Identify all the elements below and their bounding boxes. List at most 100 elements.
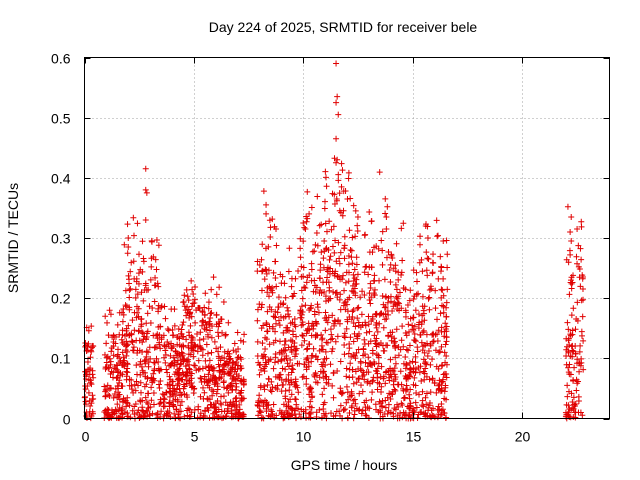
data-point: [140, 330, 147, 337]
data-point: [308, 389, 315, 396]
data-point: [220, 393, 227, 400]
data-point: [102, 388, 109, 395]
data-point: [262, 345, 269, 352]
data-point: [139, 348, 146, 355]
data-point: [140, 255, 147, 262]
data-point: [362, 264, 369, 271]
data-point: [322, 348, 329, 355]
data-point: [121, 357, 128, 364]
data-point: [148, 397, 155, 404]
data-point: [402, 365, 409, 372]
data-point: [395, 299, 402, 306]
data-point: [124, 360, 131, 367]
data-point: [203, 326, 210, 333]
data-point: [161, 354, 168, 361]
data-point: [343, 373, 350, 380]
data-point: [382, 293, 389, 300]
data-point: [349, 234, 356, 241]
data-point: [268, 411, 275, 418]
data-point: [256, 402, 263, 409]
data-point: [322, 361, 329, 368]
data-point: [273, 225, 280, 232]
data-point: [334, 156, 341, 163]
data-point: [347, 334, 354, 341]
data-point: [317, 261, 324, 268]
data-point: [407, 400, 414, 407]
data-point: [577, 342, 584, 349]
data-point: [175, 366, 182, 373]
data-point: [196, 336, 203, 343]
data-point: [151, 366, 158, 373]
data-point: [123, 373, 130, 380]
data-point: [284, 304, 291, 311]
data-point: [426, 294, 433, 301]
data-point: [375, 354, 382, 361]
data-point: [288, 391, 295, 398]
data-point: [284, 360, 291, 367]
data-point: [318, 331, 325, 338]
data-point: [183, 312, 190, 319]
data-point: [418, 256, 425, 263]
data-point: [347, 195, 354, 202]
data-point: [382, 397, 389, 404]
data-point: [299, 295, 306, 302]
data-point: [143, 399, 150, 406]
data-point: [329, 382, 336, 389]
data-point: [225, 389, 232, 396]
data-point: [165, 341, 172, 348]
data-point: [110, 352, 117, 359]
data-point: [87, 365, 94, 372]
data-point: [88, 348, 95, 355]
data-point: [102, 313, 109, 320]
data-point: [139, 329, 146, 336]
data-point: [126, 286, 133, 293]
data-point: [576, 368, 583, 375]
y-axis-title: SRMTID / TECUs: [5, 183, 21, 293]
y-tick-labels: 0 0.1 0.2 0.3 0.4 0.5 0.6: [51, 51, 71, 428]
data-point: [153, 332, 160, 339]
data-point: [193, 307, 200, 314]
data-point: [291, 315, 298, 322]
data-point: [442, 341, 449, 348]
data-point: [576, 348, 583, 355]
data-point: [360, 346, 367, 353]
data-point: [314, 304, 321, 311]
data-point: [278, 350, 285, 357]
data-point: [420, 310, 427, 317]
data-point: [211, 375, 218, 382]
data-point: [125, 235, 132, 241]
data-point: [380, 373, 387, 380]
data-point: [158, 303, 165, 310]
data-point: [577, 283, 584, 290]
data-point: [419, 397, 426, 404]
data-point: [193, 367, 200, 374]
data-point: [208, 286, 215, 293]
data-point: [126, 304, 133, 311]
data-point: [258, 304, 265, 311]
data-point: [330, 223, 337, 230]
data-point: [176, 370, 183, 377]
data-point: [297, 308, 304, 315]
data-point: [179, 350, 186, 357]
data-point: [367, 280, 374, 287]
data-point: [234, 329, 241, 336]
data-point: [192, 362, 199, 369]
data-point: [570, 348, 577, 355]
data-point: [438, 286, 445, 293]
data-point: [141, 412, 148, 419]
data-point: [411, 293, 418, 300]
data-point: [398, 305, 405, 312]
data-point: [338, 183, 345, 190]
data-point: [200, 336, 207, 342]
data-point: [320, 406, 327, 412]
data-point: [179, 322, 186, 329]
data-point: [563, 335, 570, 342]
data-point: [369, 389, 376, 396]
x-tick-label: 10: [296, 429, 312, 445]
data-point: [443, 396, 450, 403]
data-point: [291, 290, 298, 297]
data-point: [285, 363, 292, 370]
data-point: [169, 332, 176, 339]
data-point: [416, 369, 423, 376]
data-point: [295, 268, 302, 275]
